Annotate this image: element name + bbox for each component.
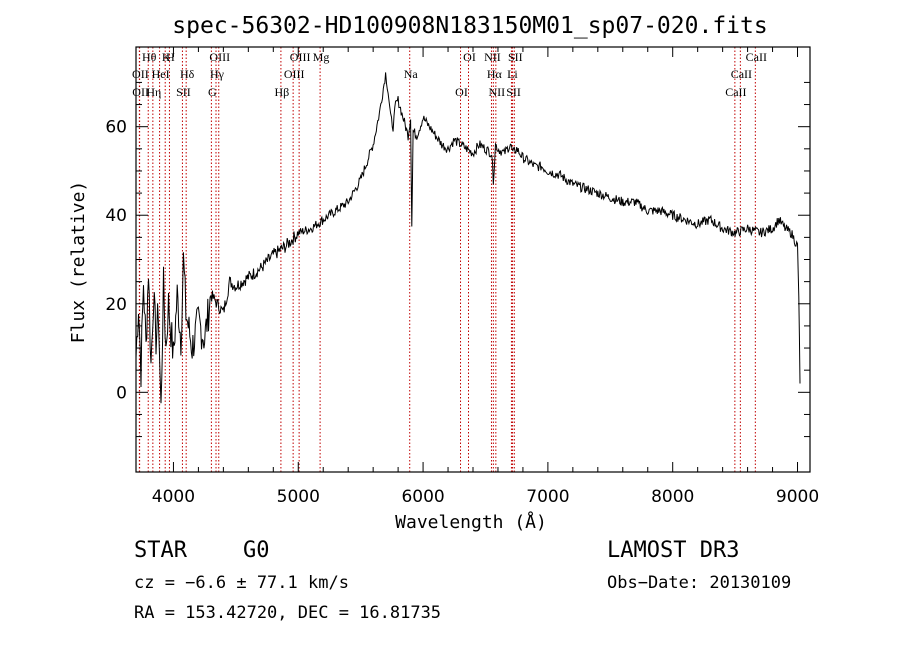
object-subclass: G0 [243, 538, 270, 563]
line-marker-label: SII [508, 50, 523, 64]
obs-date: Obs−Date: 20130109 [607, 573, 792, 593]
ra-dec-coords: RA = 153.42720, DEC = 16.81735 [134, 603, 442, 623]
line-marker-label: OI [463, 50, 476, 64]
line-marker-label: OI [455, 85, 468, 99]
y-tick-label: 40 [105, 206, 127, 226]
line-marker-label: Hη [146, 85, 161, 99]
line-markers [138, 47, 756, 472]
line-marker-label: OIII [284, 67, 305, 81]
line-marker-label: SII [506, 85, 521, 99]
line-marker-label: HeI [152, 67, 170, 81]
x-tick-label: 9000 [776, 487, 819, 507]
line-marker-label: CaII [746, 50, 767, 64]
line-marker-labels: Hθ OII OII K HeI Hη H Hδ SII OIII Hγ G OIII OIII Hβ Mg N… [132, 50, 767, 99]
x-axis-label: Wavelength (Å) [395, 511, 547, 533]
y-tick-label: 60 [105, 118, 127, 138]
x-tick-label: 6000 [401, 487, 444, 507]
line-marker-label: Hδ [180, 67, 195, 81]
axis-ticks [136, 47, 810, 472]
tick-labels: 4000 5000 6000 7000 8000 9000 0 20 40 60 [105, 118, 819, 507]
y-tick-label: 0 [116, 383, 127, 403]
x-tick-label: 7000 [526, 487, 569, 507]
chart-title: spec-56302-HD100908N183150M01_sp07-020.f… [172, 13, 767, 39]
line-marker-label: OIII [290, 50, 311, 64]
line-marker-label: OII [132, 67, 149, 81]
line-marker-label: SII [176, 85, 191, 99]
line-marker-label: K [162, 50, 171, 64]
line-marker-label: G [208, 85, 217, 99]
x-tick-label: 8000 [651, 487, 694, 507]
line-marker-label: Hγ [210, 67, 225, 81]
line-marker-label: OII [132, 85, 149, 99]
line-marker-label: H [166, 50, 175, 64]
line-marker-label: CaII [725, 85, 746, 99]
line-marker-label: Hθ [142, 50, 157, 64]
line-marker-label: Hβ [275, 85, 290, 99]
x-tick-label: 4000 [152, 487, 195, 507]
x-tick-label: 5000 [277, 487, 320, 507]
y-axis-label: Flux (relative) [68, 181, 89, 344]
line-marker-label: Na [404, 67, 419, 81]
plot-frame [135, 46, 811, 473]
line-marker-label: OIII [209, 50, 230, 64]
line-marker-label: NII [484, 50, 501, 64]
y-tick-label: 20 [105, 295, 127, 315]
line-marker-label: CaII [731, 67, 752, 81]
line-marker-label: Hα [487, 67, 503, 81]
object-class: STAR [134, 538, 187, 563]
line-marker-label: Li [507, 67, 518, 81]
spectrum-line [135, 72, 801, 404]
spectrum-series [135, 72, 801, 404]
survey-name: LAMOST DR3 [607, 538, 740, 563]
redshift-cz: cz = −6.6 ± 77.1 km/s [134, 573, 349, 593]
line-marker-label: Mg [313, 50, 330, 64]
plot-border [135, 46, 811, 473]
line-marker-label: NII [489, 85, 506, 99]
